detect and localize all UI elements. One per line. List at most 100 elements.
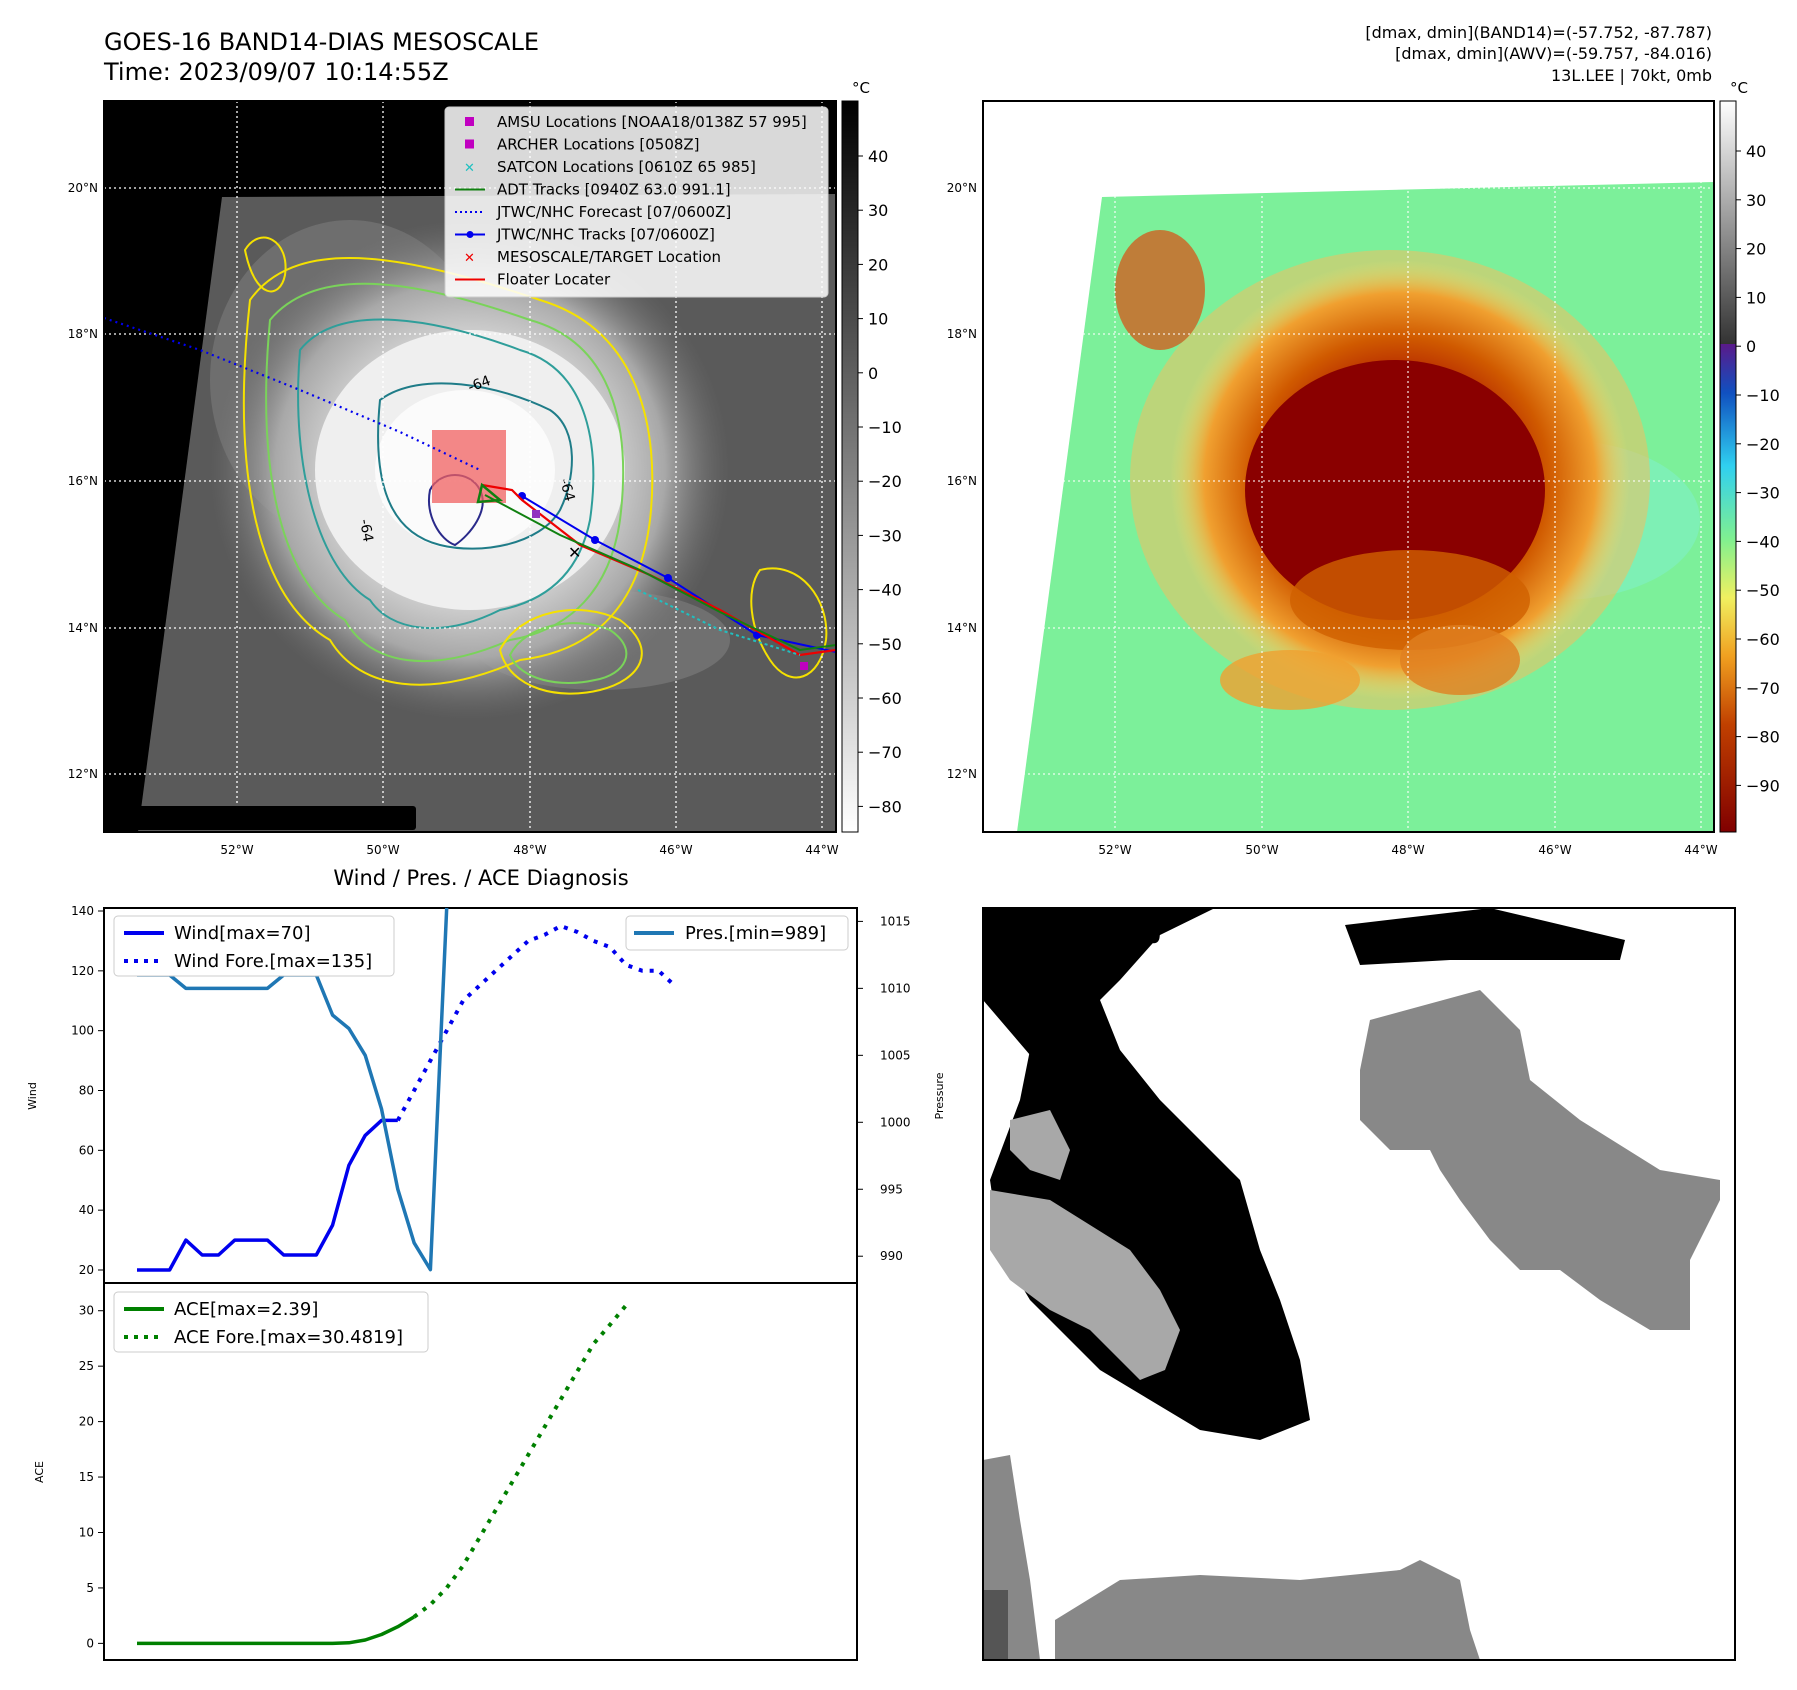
- wind-legend: Wind[max=70] Wind Fore.[max=135]: [113, 915, 395, 977]
- colorbar-tick-label: −80: [868, 797, 902, 816]
- colorbar-tick-label: 20: [1746, 240, 1766, 259]
- colorbar-tick-label: −10: [868, 418, 902, 437]
- legend-entry: JTWC/NHC Tracks [07/0600Z]: [496, 226, 715, 244]
- info-storm: 13L.LEE | 70kt, 0mb: [1551, 66, 1712, 85]
- axis-tick-label: 100: [71, 1024, 94, 1038]
- axis-tick-label: 1010: [880, 981, 911, 995]
- colorbar-tick-label: −70: [868, 743, 902, 762]
- axis-tick-label: 20: [79, 1263, 94, 1277]
- series-line: [396, 924, 677, 1122]
- colorbar-tick-label: −20: [1746, 435, 1780, 454]
- ace-chart: ACE 0 5 10 15 20 25 30 ACE[max=2.39] ACE Fore.…: [33, 1282, 858, 1661]
- colorbar-tick-label: −50: [868, 635, 902, 654]
- figure-title: GOES-16 BAND14-DIAS MESOSCALE: [104, 28, 539, 56]
- colorbar-tick-label: 10: [868, 310, 888, 329]
- colorbar-tick-label: 0: [1746, 337, 1756, 356]
- pressure-legend-entry: Pres.[min=989]: [685, 923, 826, 944]
- pressure-axis-label: Pressure: [933, 1072, 946, 1119]
- contour-label-2: -64: [556, 477, 577, 503]
- info-band14: [dmax, dmin](BAND14)=(-57.752, -87.787): [1365, 23, 1712, 42]
- wmg-count-label: WMG Count: 0: [1000, 924, 1161, 948]
- adt-track: [484, 494, 836, 652]
- axis-tick-label: 40: [79, 1203, 94, 1217]
- colorbar-tick-label: −10: [1746, 386, 1780, 405]
- colorbar-tick-label: −90: [1746, 776, 1780, 795]
- map-lat-label: 18°N: [68, 327, 98, 341]
- awv-colorbar: °C 40 30 20 10 0 −10 −20 −30 −40 −50 −60 −70 −80 −90: [1719, 79, 1780, 833]
- axis-tick-label: 5: [86, 1581, 94, 1595]
- map-lat-label: 20°N: [68, 181, 98, 195]
- ace-fore-legend-entry: ACE Fore.[max=30.4819]: [174, 1327, 403, 1348]
- adt-marker: [476, 482, 504, 504]
- wind-pressure-chart: Wind Pressure 20 40 60 80 100 120 140 990 995 10…: [26, 904, 946, 1284]
- legend-entry: Floater Locater: [497, 271, 611, 289]
- colorbar-tick-label: −60: [1746, 630, 1780, 649]
- legend-entry: AMSU Locations [NOAA18/0138Z 57 995]: [497, 113, 807, 131]
- awv-lon-label: 44°W: [1684, 843, 1717, 857]
- awv-lon-label: 46°W: [1538, 843, 1571, 857]
- contour-label-3: -64: [356, 518, 376, 543]
- map-legend: AMSU Locations [NOAA18/0138Z 57 995] ARCH…: [444, 106, 829, 298]
- awv-gridlines: [983, 101, 1714, 832]
- colorbar-tick-label: −20: [868, 472, 902, 491]
- axis-tick-label: 80: [79, 1084, 94, 1098]
- axis-tick-label: 10: [79, 1525, 94, 1539]
- awv-lon-label: 48°W: [1391, 843, 1424, 857]
- ir-colorbar-unit: °C: [852, 79, 870, 97]
- series-line: [137, 1118, 398, 1272]
- mesoscale-box: [432, 430, 506, 503]
- map-lon-label: 52°W: [220, 843, 253, 857]
- map-lon-label: 46°W: [659, 843, 692, 857]
- wind-legend-entry: Wind[max=70]: [174, 923, 311, 944]
- axis-tick-label: 1000: [880, 1115, 911, 1129]
- colorbar-tick-label: 10: [1746, 288, 1766, 307]
- wind-fore-legend-entry: Wind Fore.[max=135]: [174, 951, 372, 972]
- colorbar-tick-label: −60: [868, 689, 902, 708]
- colorbar-tick-label: −50: [1746, 581, 1780, 600]
- colorbar-tick-label: 40: [868, 147, 888, 166]
- map-lon-label: 44°W: [805, 843, 838, 857]
- jtwc-forecast-track: [104, 316, 481, 471]
- contour-label-1: -64: [466, 373, 493, 396]
- awv-lat-label: 12°N: [947, 767, 977, 781]
- colorbar-tick-label: 30: [1746, 191, 1766, 210]
- axis-tick-label: 120: [71, 964, 94, 978]
- pressure-legend: Pres.[min=989]: [625, 915, 849, 951]
- colorbar-tick-label: 40: [1746, 142, 1766, 161]
- awv-lon-label: 52°W: [1098, 843, 1131, 857]
- map-lat-label: 14°N: [68, 621, 98, 635]
- colorbar-tick-label: 20: [868, 255, 888, 274]
- legend-square-marker: [465, 117, 474, 126]
- legend-dot-marker: [466, 231, 474, 238]
- colorbar-tick-label: −70: [1746, 679, 1780, 698]
- axis-tick-label: 15: [79, 1470, 94, 1484]
- legend-x-marker: ✕: [464, 251, 475, 266]
- figure-time: Time: 2023/09/07 10:14:55Z: [103, 58, 449, 86]
- legend-entry: SATCON Locations [0610Z 65 985]: [497, 158, 756, 176]
- colorbar-tick-label: −40: [1746, 532, 1780, 551]
- ace-axis-label: ACE: [33, 1461, 46, 1483]
- colorbar-tick-label: −40: [868, 581, 902, 600]
- colorbar-tick-label: −30: [868, 526, 902, 545]
- axis-tick-label: 60: [79, 1143, 94, 1157]
- colorbar-tick-label: −30: [1746, 484, 1780, 503]
- axis-tick-label: 990: [880, 1249, 903, 1263]
- wmg-panel: WMG Count: 0: [982, 907, 1736, 1661]
- awv-lat-label: 14°N: [947, 621, 977, 635]
- legend-entry: JTWC/NHC Forecast [07/0600Z]: [496, 203, 731, 221]
- axis-tick-label: 995: [880, 1182, 903, 1196]
- legend-entry: ADT Tracks [0940Z 63.0 991.1]: [497, 181, 731, 199]
- ir-colorbar: °C 40 30 20 10 0 −10 −20 −30 −40 −50 −60 −70 −80: [841, 79, 902, 833]
- map-lat-label: 16°N: [68, 474, 98, 488]
- ace-legend-entry: ACE[max=2.39]: [174, 1299, 318, 1320]
- map-lon-label: 50°W: [366, 843, 399, 857]
- map-lat-label: 12°N: [68, 767, 98, 781]
- axis-tick-label: 1015: [880, 914, 911, 928]
- copyright-text: Copyright © 2020-2023 Dapiya: [108, 809, 387, 828]
- legend-entry: ARCHER Locations [0508Z]: [497, 136, 700, 154]
- wind-axis-label: Wind: [26, 1082, 39, 1110]
- legend-square-marker: [465, 139, 474, 149]
- amsu-marker: [532, 510, 540, 518]
- wmg-gray-region: [983, 990, 1720, 1660]
- axis-tick-label: 1005: [880, 1048, 911, 1062]
